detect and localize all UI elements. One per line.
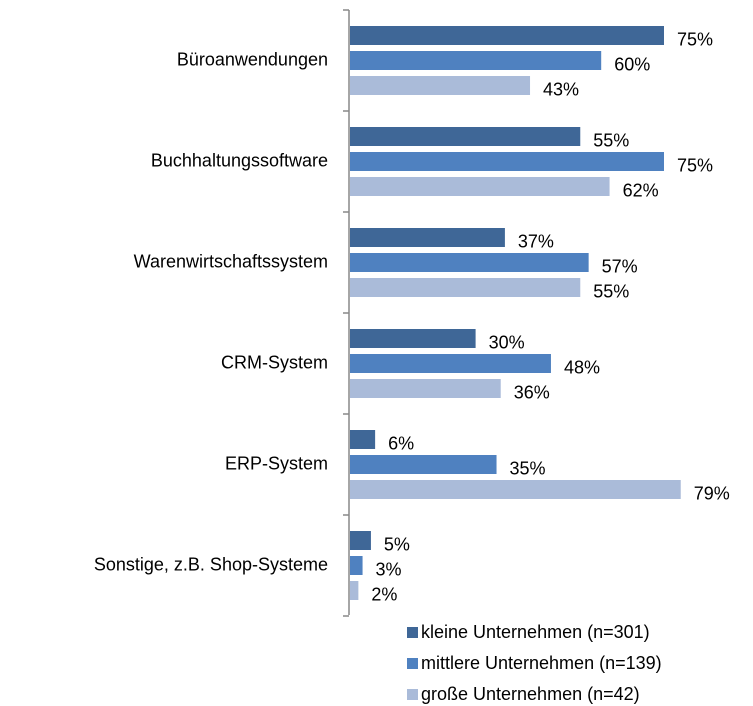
bar <box>350 329 476 348</box>
value-label: 60% <box>614 54 650 74</box>
bar <box>350 152 664 171</box>
value-label: 79% <box>694 483 730 503</box>
legend-swatch <box>407 658 418 669</box>
bar <box>350 430 376 449</box>
value-label: 36% <box>514 382 550 402</box>
bar <box>350 556 363 575</box>
bar <box>350 127 581 146</box>
value-label: 30% <box>489 332 525 352</box>
bar <box>350 76 531 95</box>
bar <box>350 354 551 373</box>
bar <box>350 455 497 474</box>
legend-label: mittlere Unternehmen (n=139) <box>421 653 662 673</box>
value-label: 75% <box>677 29 713 49</box>
value-label: 48% <box>564 357 600 377</box>
bar <box>350 581 359 600</box>
value-label: 37% <box>518 231 554 251</box>
value-label: 5% <box>384 534 410 554</box>
value-label: 6% <box>388 433 414 453</box>
legend-swatch <box>407 689 418 700</box>
legend-label: große Unternehmen (n=42) <box>421 684 640 704</box>
bar <box>350 51 602 70</box>
legend-swatch <box>407 627 418 638</box>
bar <box>350 253 589 272</box>
value-label: 55% <box>593 130 629 150</box>
category-label: Buchhaltungssoftware <box>151 150 328 170</box>
bar <box>350 177 610 196</box>
category-label: CRM-System <box>221 352 328 372</box>
bar <box>350 26 664 45</box>
category-label: Warenwirtschaftssystem <box>134 251 328 271</box>
legend-label: kleine Unternehmen (n=301) <box>421 622 650 642</box>
value-label: 2% <box>371 584 397 604</box>
category-label: Büroanwendungen <box>177 49 328 69</box>
bar <box>350 379 501 398</box>
value-label: 75% <box>677 155 713 175</box>
bar <box>350 480 681 499</box>
value-label: 43% <box>543 79 579 99</box>
category-label: Sonstige, z.B. Shop-Systeme <box>94 554 328 574</box>
value-label: 57% <box>602 256 638 276</box>
value-label: 55% <box>593 281 629 301</box>
value-label: 62% <box>623 180 659 200</box>
category-label: ERP-System <box>225 453 328 473</box>
value-label: 3% <box>376 559 402 579</box>
bar <box>350 228 505 247</box>
bar <box>350 531 371 550</box>
value-label: 35% <box>510 458 546 478</box>
bar <box>350 278 581 297</box>
